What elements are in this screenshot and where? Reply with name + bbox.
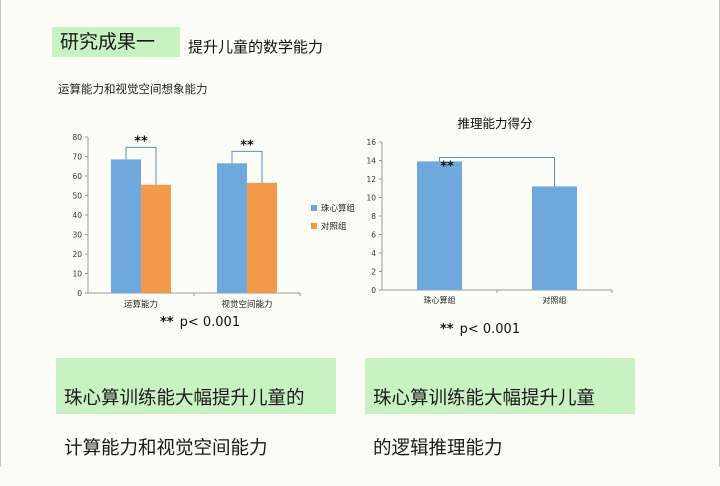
y-tick-label: 60 (72, 172, 82, 181)
significance-note-right: ** p< 0.001 (440, 322, 520, 337)
y-tick-label: 50 (72, 192, 82, 201)
significance-text: p< 0.001 (179, 315, 241, 330)
y-tick-label: 10 (366, 194, 376, 203)
section-label: 运算能力和视觉空间想象能力 (58, 82, 208, 96)
summary-line: 的逻辑推理能力 (373, 438, 503, 459)
y-tick-label: 8 (371, 212, 376, 221)
y-tick-label: 30 (72, 231, 82, 240)
slide-title: 提升儿童的数学能力 (188, 38, 324, 56)
bar (217, 163, 247, 293)
significance-bracket (125, 146, 157, 185)
significance-stars: ** (240, 138, 254, 153)
legend-swatch (311, 205, 317, 211)
title-box: 研究成果一 (52, 27, 180, 57)
significance-stars: ** (440, 322, 454, 337)
summary-line: 珠心算训练能大幅提升儿童的 (64, 388, 305, 409)
y-tick-label: 14 (366, 157, 376, 166)
y-tick-label: 12 (366, 175, 376, 184)
legend-swatch (311, 223, 317, 229)
bar (141, 184, 171, 293)
slide-border-left (0, 0, 1, 467)
y-tick-label: 20 (72, 250, 82, 259)
title-box-label: 研究成果一 (60, 31, 156, 53)
legend-label: 珠心算组 (321, 203, 356, 214)
y-tick-label: 10 (72, 270, 82, 279)
chart-reasoning: 推理能力得分 0 2 4 6 8 10 12 14 16 珠心算组 对照组 ** (366, 116, 613, 305)
x-tick-label: 对照组 (543, 295, 567, 305)
x-tick-label: 视觉空间能力 (221, 299, 272, 310)
significance-note-left: ** p< 0.001 (160, 315, 240, 330)
y-tick-label: 70 (72, 153, 82, 162)
summary-box-right: 珠心算训练能大幅提升儿童 的逻辑推理能力 (365, 358, 635, 459)
y-tick-label: 0 (77, 289, 82, 298)
y-tick-label: 6 (371, 231, 376, 240)
x-tick-label: 运算能力 (124, 299, 158, 310)
y-tick-label: 0 (371, 286, 376, 295)
significance-bracket (439, 157, 555, 187)
summary-line: 计算能力和视觉空间能力 (64, 438, 268, 459)
bar (111, 159, 141, 293)
y-tick-label: 2 (371, 268, 376, 277)
y-tick-label: 80 (72, 133, 82, 142)
significance-stars: ** (440, 160, 454, 175)
significance-text: p< 0.001 (459, 322, 521, 337)
bar (417, 161, 462, 290)
bar (247, 182, 277, 293)
legend-label: 对照组 (321, 221, 347, 232)
significance-stars: ** (160, 315, 174, 330)
y-tick-label: 16 (366, 138, 376, 147)
summary-line: 珠心算训练能大幅提升儿童 (373, 388, 596, 409)
y-tick-label: 40 (72, 211, 82, 220)
significance-bracket (231, 150, 263, 183)
y-tick-label: 4 (371, 249, 376, 258)
x-tick-label: 珠心算组 (424, 295, 456, 305)
summary-box-left: 珠心算训练能大幅提升儿童的 计算能力和视觉空间能力 (56, 358, 336, 459)
significance-stars: ** (134, 134, 148, 149)
chart-title: 推理能力得分 (457, 116, 532, 131)
bar (532, 186, 577, 290)
